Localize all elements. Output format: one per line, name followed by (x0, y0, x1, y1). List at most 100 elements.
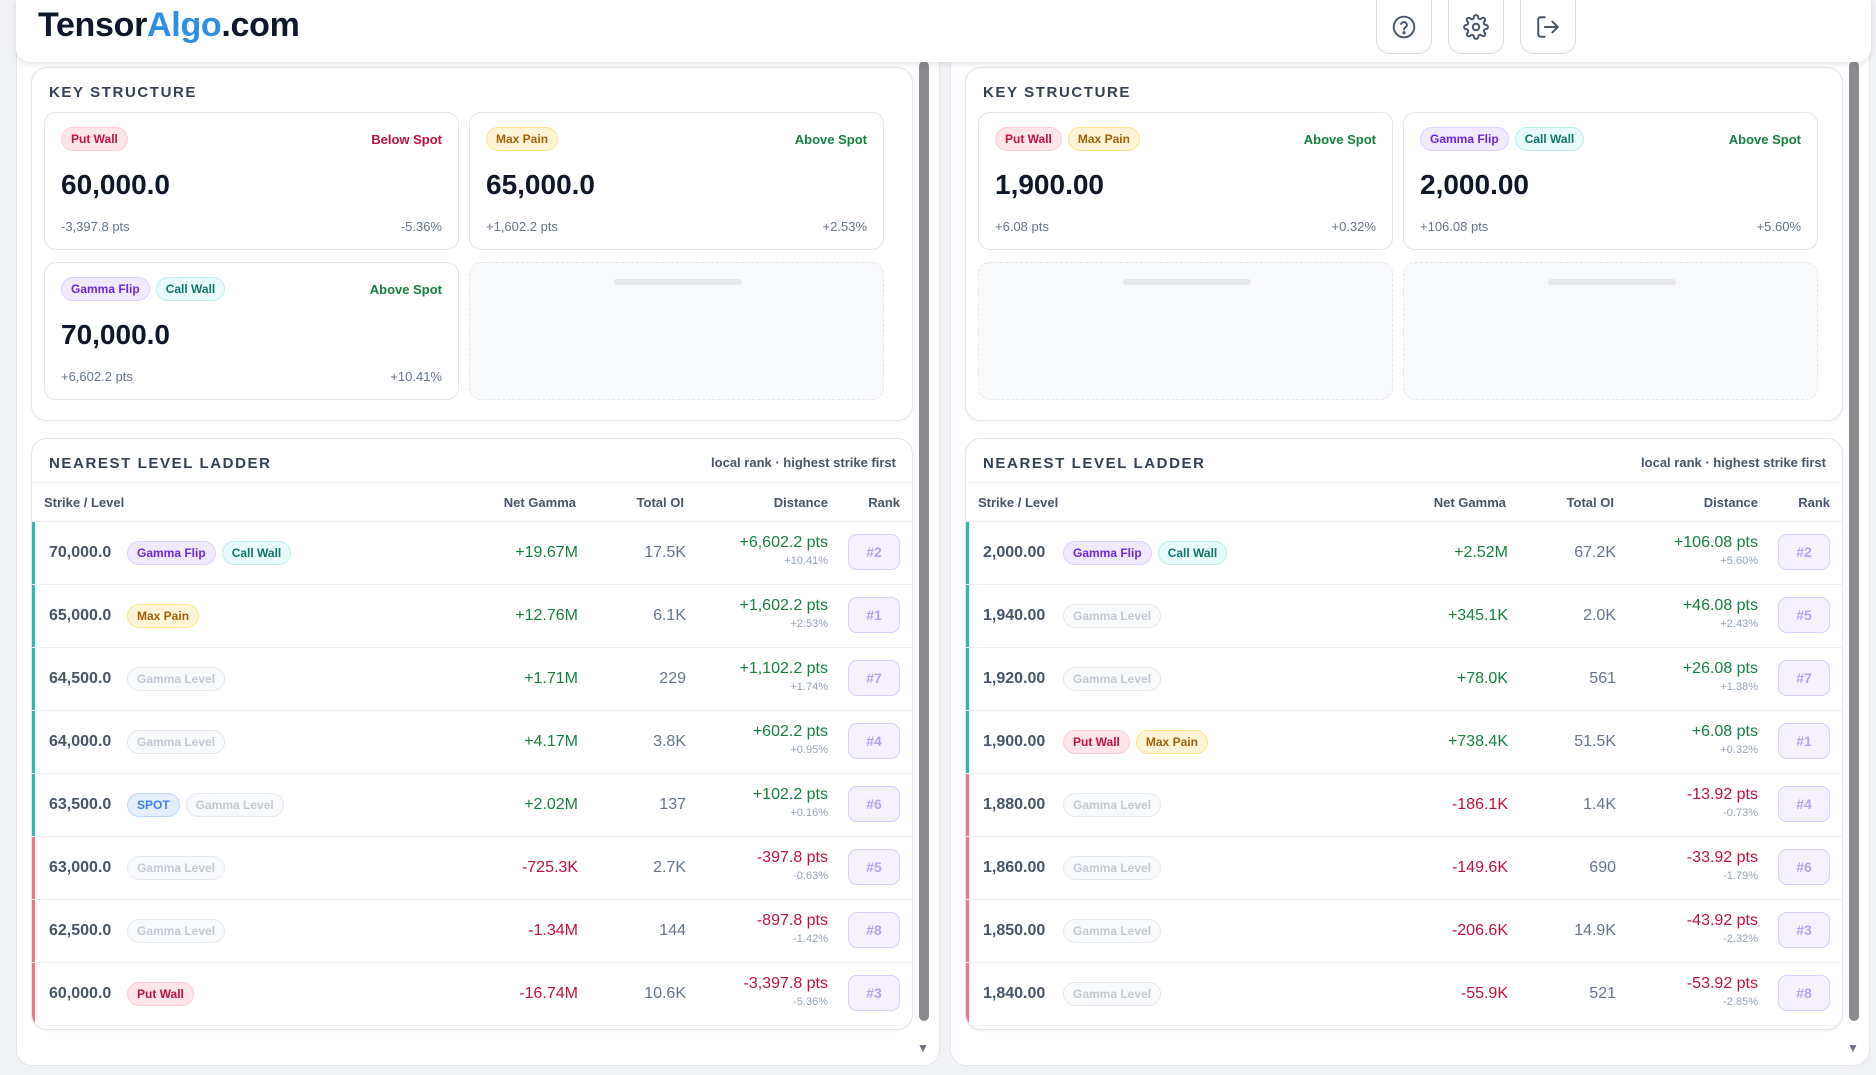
ladder-row[interactable]: 2,000.00 Gamma Flip Call Wall +2.52M 67.2K +1… (966, 522, 1842, 585)
rank-badge[interactable]: #7 (848, 660, 900, 696)
ladder-row[interactable]: 65,000.0 Max Pain +12.76M 6.1K +1,602.2 pts +… (32, 585, 912, 648)
help-button[interactable] (1376, 0, 1432, 54)
ladder-row[interactable]: 1,920.00 Gamma Level +78.0K 561 +26.08 pts +1… (966, 648, 1842, 711)
gamma-level-tag: Gamma Level (1063, 667, 1162, 691)
rank-badge[interactable]: #7 (1778, 660, 1830, 696)
ladder-row[interactable]: 63,000.0 Gamma Level -725.3K 2.7K -397.8 pts… (32, 837, 912, 900)
rank-badge[interactable]: #6 (1778, 849, 1830, 885)
col-rank-header[interactable]: Rank (868, 495, 900, 510)
ladder-row[interactable]: 62,500.0 Gamma Level -1.34M 144 -897.8 pts -1… (32, 900, 912, 963)
negative-gamma-indicator (966, 900, 969, 962)
left-instrument-panel: KEY STRUCTURE Put Wall Below Spot 60,000.0 -… (16, 40, 940, 1066)
negative-gamma-indicator (32, 963, 35, 1025)
loading-placeholder (1548, 279, 1676, 285)
ladder-row[interactable]: 1,940.00 Gamma Level +345.1K 2.0K +46.08 pts… (966, 585, 1842, 648)
scrollbar-thumb[interactable] (919, 61, 929, 1021)
total-oi-value: 521 (1589, 985, 1616, 1002)
positive-gamma-indicator (32, 774, 35, 836)
col-distance-header[interactable]: Distance (1703, 495, 1758, 510)
distance-cell: +46.08 pts +2.43% (1598, 597, 1758, 630)
rank-badge[interactable]: #8 (848, 912, 900, 948)
distance-points: +6.08 pts (995, 219, 1049, 234)
distance-cell: +26.08 pts +1.38% (1598, 660, 1758, 693)
total-oi-value: 137 (659, 796, 686, 813)
distance-cell: -53.92 pts -2.85% (1598, 975, 1758, 1008)
distance-points: -43.92 pts (1686, 912, 1758, 929)
rank-badge[interactable]: #5 (848, 849, 900, 885)
ladder-row[interactable]: 60,000.0 Put Wall -16.74M 10.6K -3,397.8 pts… (32, 963, 912, 1026)
rank-badge[interactable]: #3 (848, 975, 900, 1011)
rank-badge[interactable]: #1 (1778, 723, 1830, 759)
ladder-row[interactable]: 1,840.00 Gamma Level -55.9K 521 -53.92 pts -2… (966, 963, 1842, 1026)
key-structure-card: KEY STRUCTURE Put Wall Max Pain Above Spot 1… (965, 67, 1843, 421)
gamma-level-tag: Gamma Level (1063, 982, 1162, 1006)
level-tags: Put Wall Max Pain (995, 127, 1140, 151)
level-card[interactable]: Put Wall Below Spot 60,000.0 -3,397.8 pts -5… (44, 112, 459, 250)
col-total-oi-header[interactable]: Total OI (1566, 495, 1614, 510)
net-gamma-value: +345.1K (1447, 607, 1508, 624)
rank-badge[interactable]: #1 (848, 597, 900, 633)
net-gamma-value: -725.3K (521, 859, 578, 876)
scroll-down-arrow[interactable]: ▼ (917, 1041, 929, 1055)
gamma-level-tag: Gamma Level (185, 793, 284, 817)
strike-value: 1,840.00 (983, 985, 1046, 1002)
rank-badge[interactable]: #6 (848, 786, 900, 822)
distance-cell: +6,602.2 pts +10.41% (668, 534, 828, 567)
total-oi-value: 2.7K (653, 859, 686, 876)
rank-badge[interactable]: #5 (1778, 597, 1830, 633)
logout-button[interactable] (1520, 0, 1576, 54)
rank-badge[interactable]: #2 (1778, 534, 1830, 570)
strike-value: 1,920.00 (983, 670, 1046, 687)
col-net-gamma-header[interactable]: Net Gamma (1433, 495, 1506, 510)
logout-icon (1537, 15, 1559, 38)
distance-points: +602.2 pts (752, 723, 828, 740)
ladder-row[interactable]: 1,900.00 Put Wall Max Pain +738.4K 51.5K +6.0… (966, 711, 1842, 774)
level-card[interactable]: Max Pain Above Spot 65,000.0 +1,602.2 pts +2… (469, 112, 884, 250)
ladder-row[interactable]: 1,860.00 Gamma Level -149.6K 690 -33.92 pts -… (966, 837, 1842, 900)
rank-badge[interactable]: #8 (1778, 975, 1830, 1011)
net-gamma-value: +19.67M (515, 544, 578, 561)
level-card[interactable]: Put Wall Max Pain Above Spot 1,900.00 +6.08 … (978, 112, 1393, 250)
max-pain-tag: Max Pain (486, 127, 559, 151)
level-card[interactable]: Gamma Flip Call Wall Above Spot 70,000.0 +6,… (44, 262, 459, 400)
rank-badge[interactable]: #4 (1778, 786, 1830, 822)
col-distance-header[interactable]: Distance (773, 495, 828, 510)
put-wall-tag: Put Wall (61, 127, 128, 151)
rank-badge[interactable]: #2 (848, 534, 900, 570)
rank-badge[interactable]: #3 (1778, 912, 1830, 948)
distance-cell: +1,602.2 pts +2.53% (668, 597, 828, 630)
ladder-row[interactable]: 64,000.0 Gamma Level +4.17M 3.8K +602.2 pts +… (32, 711, 912, 774)
app-logo[interactable]: TensorAlgo.com (38, 6, 300, 45)
key-structure-card: KEY STRUCTURE Put Wall Below Spot 60,000.0 -… (31, 67, 913, 421)
gamma-level-tag: Gamma Level (127, 730, 226, 754)
col-rank-header[interactable]: Rank (1798, 495, 1830, 510)
col-strike-level-header[interactable]: Strike / Level (44, 495, 125, 510)
level-card[interactable]: Gamma Flip Call Wall Above Spot 2,000.00 +10… (1403, 112, 1818, 250)
net-gamma-value: +4.17M (524, 733, 578, 750)
distance-cell: +6.08 pts +0.32% (1598, 723, 1758, 756)
positive-gamma-indicator (966, 585, 969, 647)
scrollbar-thumb[interactable] (1849, 61, 1859, 1021)
col-net-gamma-header[interactable]: Net Gamma (503, 495, 576, 510)
ladder-title: NEAREST LEVEL LADDER (49, 455, 272, 472)
distance-percent: -1.79% (1723, 870, 1758, 882)
rank-badge[interactable]: #4 (848, 723, 900, 759)
gamma-level-tag: Gamma Level (127, 856, 226, 880)
ladder-row[interactable]: 63,500.0 SPOT Gamma Level +2.02M 137 +102.2 p… (32, 774, 912, 837)
settings-button[interactable] (1448, 0, 1504, 54)
level-tags: Gamma Flip Call Wall (61, 277, 226, 301)
ladder-table-header: Strike / Level Net Gamma Total OI Distance R… (32, 482, 912, 522)
ladder-row[interactable]: 1,880.00 Gamma Level -186.1K 1.4K -13.92 pts… (966, 774, 1842, 837)
col-total-oi-header[interactable]: Total OI (636, 495, 684, 510)
net-gamma-value: +1.71M (524, 670, 578, 687)
ladder-row[interactable]: 70,000.0 Gamma Flip Call Wall +19.67M 17.5K +… (32, 522, 912, 585)
row-tags: Gamma Level (1063, 667, 1162, 691)
ladder-table-header: Strike / Level Net Gamma Total OI Distance R… (966, 482, 1842, 522)
level-tags: Put Wall (61, 127, 128, 151)
col-strike-level-header[interactable]: Strike / Level (978, 495, 1059, 510)
ladder-row[interactable]: 64,500.0 Gamma Level +1.71M 229 +1,102.2 pts… (32, 648, 912, 711)
scroll-down-arrow[interactable]: ▼ (1847, 1041, 1859, 1055)
total-oi-value: 561 (1589, 670, 1616, 687)
ladder-row[interactable]: 1,850.00 Gamma Level -206.6K 14.9K -43.92 pt… (966, 900, 1842, 963)
distance-percent: +5.60% (1720, 555, 1758, 567)
